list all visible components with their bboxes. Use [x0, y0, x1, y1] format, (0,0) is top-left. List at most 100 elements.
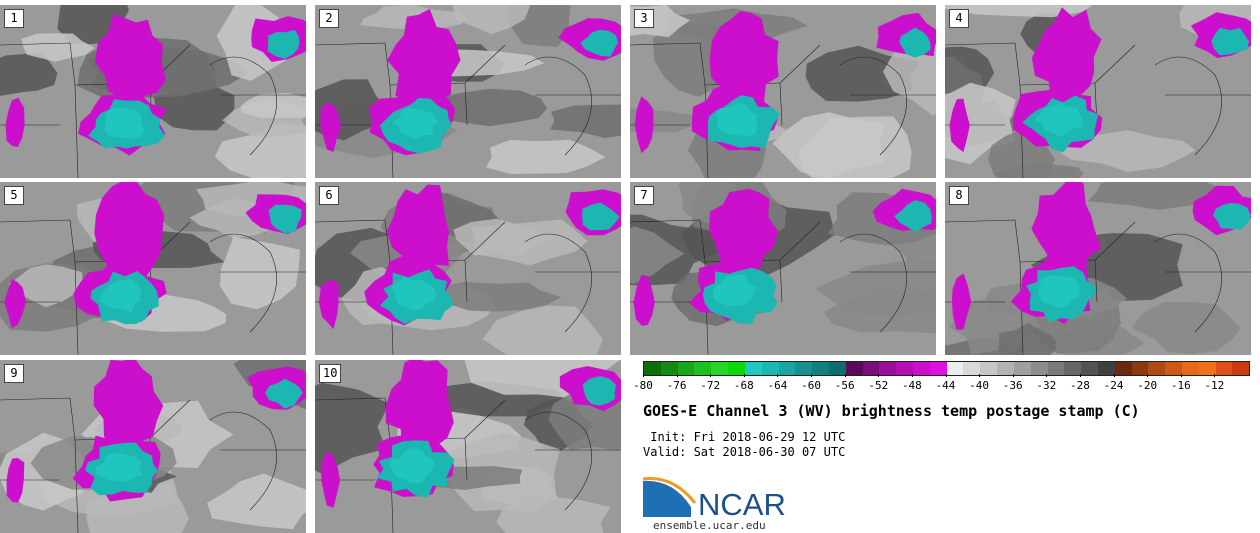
colorbar-tick-label: -24 [1103, 379, 1124, 392]
colorbar-tick-mark [1180, 374, 1182, 377]
colorbar-tick-mark [1012, 374, 1014, 377]
colorbar-tick-mark [911, 374, 913, 377]
colorbar-cell [1030, 362, 1048, 375]
ncar-logo-arc [643, 477, 697, 504]
colorbar-tick-label: -60 [801, 379, 821, 392]
ensemble-member-panel-6: 6 [315, 182, 621, 355]
colorbar-cell [795, 362, 813, 375]
colorbar-tick-label: -12 [1204, 379, 1225, 392]
colorbar-tick-label: -76 [666, 379, 687, 392]
colorbar-cell [677, 362, 695, 375]
colorbar-tick-mark [1214, 374, 1216, 377]
colorbar-tick-mark [676, 374, 678, 377]
figure-title: GOES-E Channel 3 (WV) brightness temp po… [643, 402, 1140, 420]
colorbar-cell [963, 362, 981, 375]
panel-label: 5 [4, 186, 24, 205]
colorbar-cell [1064, 362, 1082, 375]
colorbar-cell [929, 362, 947, 375]
colorbar-cell [1165, 362, 1182, 375]
colorbar-tick-mark [811, 374, 813, 377]
colorbar-tick-label: -64 [767, 379, 788, 392]
panel-label: 2 [319, 9, 339, 28]
init-time: Init: Fri 2018-06-29 12 UTC [643, 430, 846, 444]
colorbar-ticks: -80 -76 -72 -68 -64 -60 -56 -52 -48 -44 -40 -36 -32 -… [633, 374, 1248, 393]
ensemble-member-panel-9: 9 [0, 360, 306, 533]
colorbar-tick-mark [743, 374, 745, 377]
colorbar-tick-mark [878, 374, 880, 377]
colorbar-cell [812, 362, 829, 375]
panel-label: 3 [634, 9, 654, 28]
colorbar-tick-label: -32 [1036, 379, 1057, 392]
colorbar-cell [946, 362, 964, 375]
colorbar-cell [711, 362, 729, 375]
colorbar-cell [644, 362, 661, 375]
panel-label: 8 [949, 186, 969, 205]
colorbar-tick-mark [777, 374, 779, 377]
colorbar-cell [778, 362, 796, 375]
colorbar-tick-label: -72 [700, 379, 721, 392]
panel-label: 10 [319, 364, 342, 383]
colorbar-tick-label: -36 [1002, 379, 1023, 392]
colorbar-cell [980, 362, 998, 375]
colorbar-cell [694, 362, 712, 375]
colorbar-tick-mark [844, 374, 846, 377]
colorbar-cell [1114, 362, 1132, 375]
ensemble-member-panel-8: 8 [945, 182, 1251, 355]
ensemble-member-panel-10: 10 [315, 360, 621, 533]
colorbar-cell [997, 362, 1014, 375]
colorbar-cell [1131, 362, 1149, 375]
colorbar-cell [879, 362, 897, 375]
ensemble-member-panel-7: 7 [630, 182, 936, 355]
ensemble-member-panel-5: 5 [0, 182, 306, 355]
ncar-logo-mark [643, 480, 691, 517]
colorbar-cell [862, 362, 880, 375]
colorbar-cell [1081, 362, 1098, 375]
colorbar-tick-label: -52 [868, 379, 889, 392]
panel-label: 1 [4, 9, 24, 28]
colorbar-tick-mark [643, 374, 644, 377]
ncar-site-link[interactable]: ensemble.ucar.edu [653, 519, 766, 532]
valid-time: Valid: Sat 2018-06-30 07 UTC [643, 445, 846, 459]
colorbar-tick-label: -16 [1170, 379, 1191, 392]
colorbar-tick-mark [1046, 374, 1048, 377]
colorbar-tick-label: -80 [633, 379, 653, 392]
colorbar-cell [1047, 362, 1065, 375]
colorbar-cell [744, 362, 762, 375]
colorbar-cell [1097, 362, 1115, 375]
colorbar-tick-label: -20 [1137, 379, 1158, 392]
panel-label: 6 [319, 186, 339, 205]
colorbar-cell [845, 362, 863, 375]
ensemble-member-panel-4: 4 [945, 5, 1251, 178]
ncar-logo-text: NCAR [698, 487, 786, 521]
colorbar-tick-mark [710, 374, 712, 377]
panel-label: 7 [634, 186, 654, 205]
colorbar-tick-label: -48 [901, 379, 922, 392]
ensemble-member-panel-2: 2 [315, 5, 621, 178]
colorbar-cell [660, 362, 678, 375]
colorbar-tick-mark [945, 374, 947, 377]
panel-label: 9 [4, 364, 24, 383]
colorbar-tick-label: -40 [969, 379, 990, 392]
panel-label: 4 [949, 9, 969, 28]
colorbar-cell [913, 362, 930, 375]
colorbar-cell [728, 362, 745, 375]
colorbar-tick-mark [1113, 374, 1115, 377]
colorbar-tick-label: -56 [834, 379, 855, 392]
ncar-logo: NCAR [643, 477, 786, 521]
colorbar-cell [1198, 362, 1216, 375]
colorbar-tick-label: -44 [935, 379, 956, 392]
colorbar-tick-mark [1079, 374, 1081, 377]
colorbar-cell [1013, 362, 1031, 375]
colorbar-cell [828, 362, 846, 375]
ensemble-member-panel-3: 3 [630, 5, 936, 178]
colorbar-cell [1148, 362, 1166, 375]
colorbar [643, 361, 1250, 376]
colorbar-tick-mark [979, 374, 981, 377]
colorbar-tick-label: -68 [733, 379, 754, 392]
colorbar-cell [896, 362, 913, 375]
colorbar-cell [1215, 362, 1233, 375]
colorbar-tick-mark [1147, 374, 1149, 377]
colorbar-cell [1232, 362, 1250, 375]
colorbar-cell [761, 362, 779, 375]
colorbar-cell [1182, 362, 1199, 375]
